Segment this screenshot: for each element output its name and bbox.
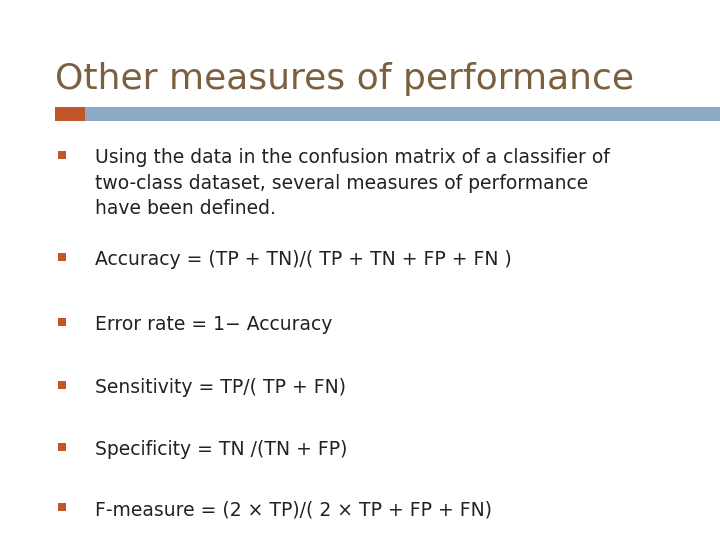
Text: Other measures of performance: Other measures of performance — [55, 62, 634, 96]
Bar — [55, 107, 85, 121]
Text: Specificity = TN /(TN + FP): Specificity = TN /(TN + FP) — [95, 440, 347, 459]
Bar — [58, 151, 66, 159]
Bar — [58, 503, 66, 511]
Text: Accuracy = (TP + TN)/( TP + TN + FP + FN ): Accuracy = (TP + TN)/( TP + TN + FP + FN… — [95, 250, 512, 269]
Text: Using the data in the confusion matrix of a classifier of
two-class dataset, sev: Using the data in the confusion matrix o… — [95, 148, 610, 219]
Text: Sensitivity = TP/( TP + FN): Sensitivity = TP/( TP + FN) — [95, 378, 346, 397]
Text: Error rate = 1− Accuracy: Error rate = 1− Accuracy — [95, 315, 333, 334]
Bar — [58, 253, 66, 261]
Text: F-measure = (2 × TP)/( 2 × TP + FP + FN): F-measure = (2 × TP)/( 2 × TP + FP + FN) — [95, 500, 492, 519]
Bar — [58, 318, 66, 326]
Bar — [58, 443, 66, 451]
Bar — [58, 381, 66, 389]
Bar — [85, 107, 720, 121]
